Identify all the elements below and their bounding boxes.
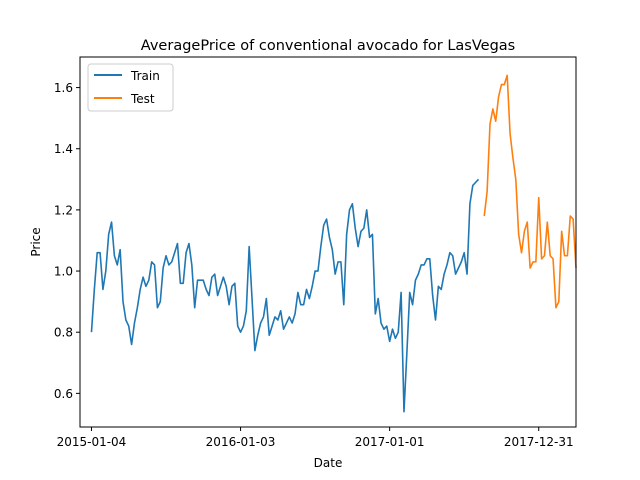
legend-label-train: Train: [130, 69, 160, 83]
x-axis: 2015-01-04 2016-01-03 2017-01-01 2017-12-31: [57, 427, 574, 449]
y-tick-label: 1.6: [54, 81, 73, 95]
y-tick-label: 0.8: [54, 326, 73, 340]
series-line-test: [483, 74, 577, 309]
plot-area: [79, 56, 577, 428]
series-layer: [90, 74, 577, 413]
y-tick-label: 1.4: [54, 142, 73, 156]
chart-title: AveragePrice of conventional avocado for…: [141, 38, 515, 54]
x-tick-label: 2017-01-01: [355, 435, 425, 449]
x-tick-label: 2015-01-04: [57, 435, 127, 449]
legend: Train Test: [87, 63, 174, 112]
x-axis-label: Date: [314, 456, 343, 470]
legend-label-test: Test: [130, 92, 155, 106]
axes-frame: [79, 56, 577, 428]
y-tick-label: 1.2: [54, 203, 73, 217]
x-tick-label: 2017-12-31: [504, 435, 574, 449]
y-axis-label: Price: [29, 227, 43, 256]
y-axis: 0.6 0.8 1.0 1.2 1.4 1.6: [54, 81, 80, 401]
y-tick-label: 1.0: [54, 265, 73, 279]
series-line-train: [90, 178, 480, 413]
x-tick-label: 2016-01-03: [206, 435, 276, 449]
y-tick-label: 0.6: [54, 387, 73, 401]
